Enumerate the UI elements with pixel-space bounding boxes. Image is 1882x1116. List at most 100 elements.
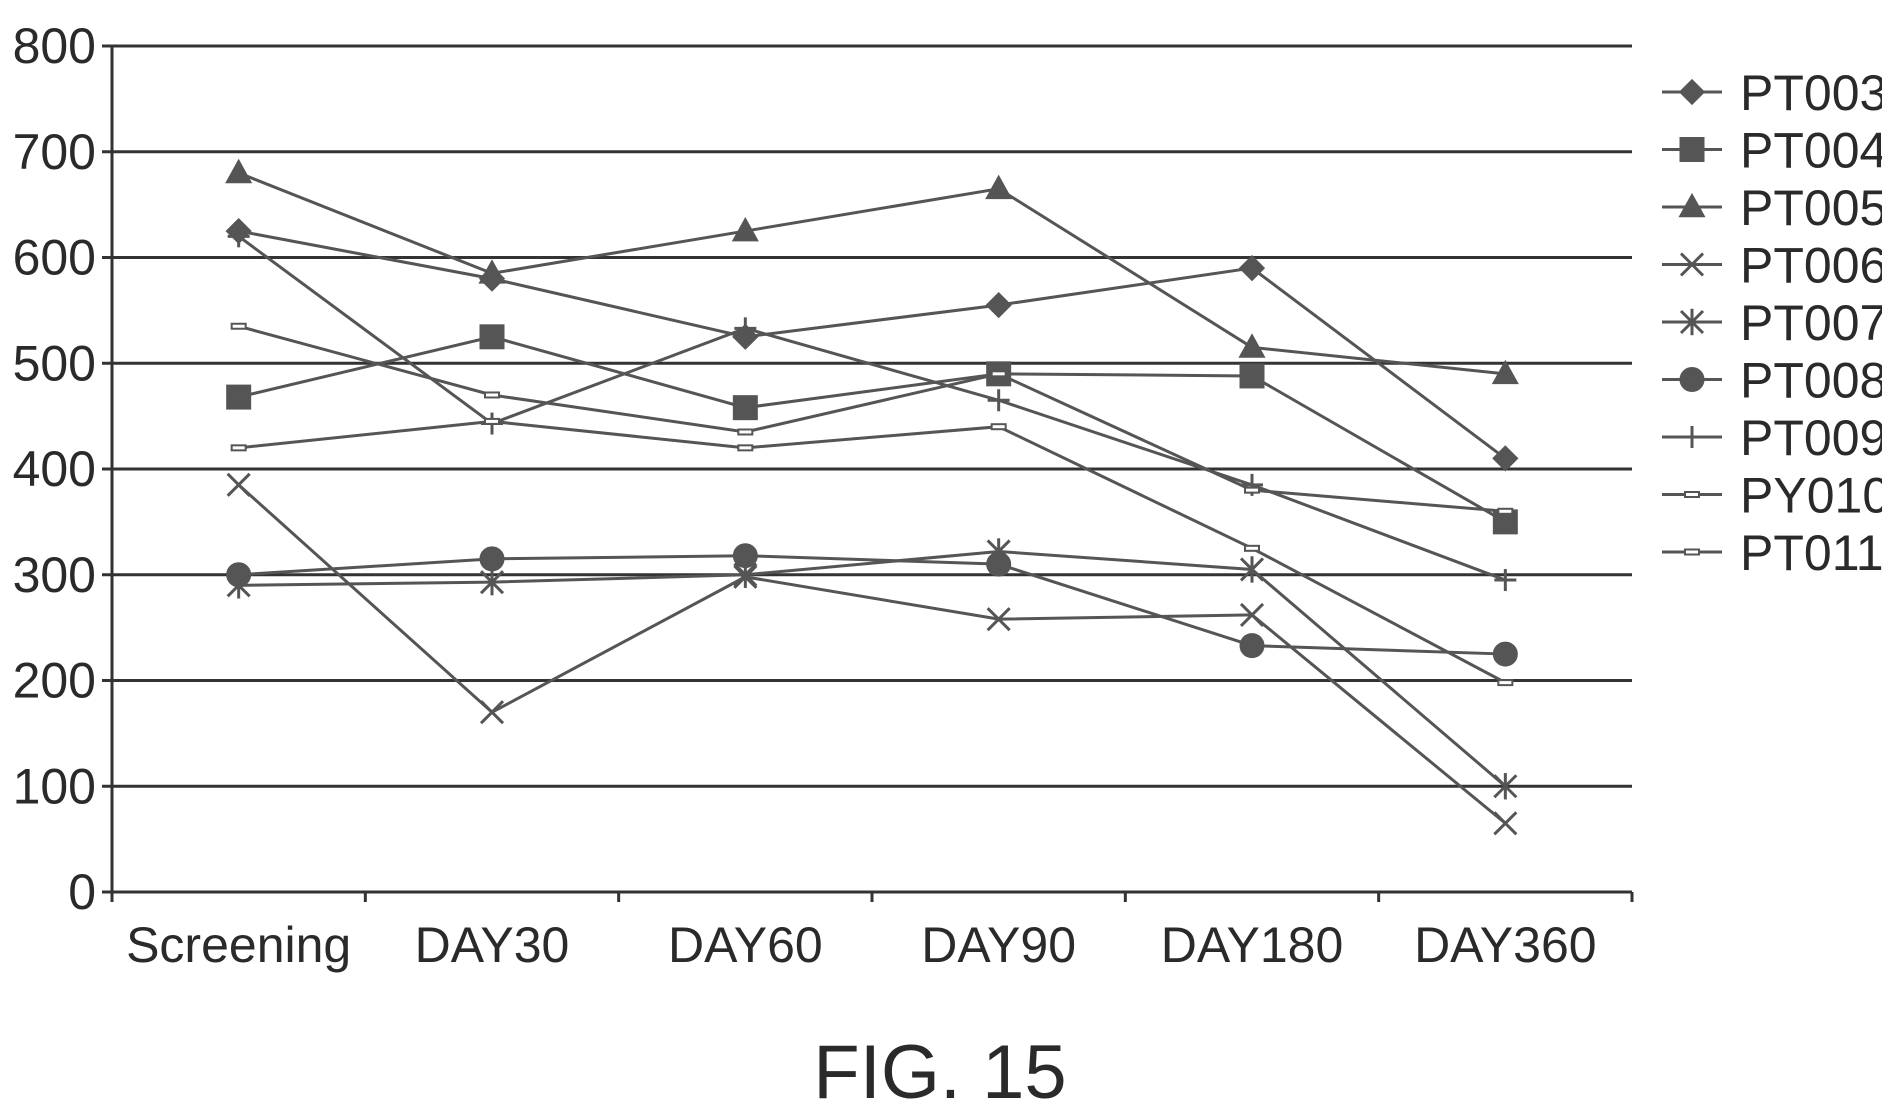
data-point-pt011 xyxy=(737,444,754,452)
data-point-pt006 xyxy=(479,700,505,725)
x-tick-label: Screening xyxy=(126,917,351,973)
data-point-pt006 xyxy=(1493,811,1518,836)
legend-label: PT007 xyxy=(1740,295,1882,351)
series-line-pt006 xyxy=(237,483,1507,825)
legend-label: PT011 xyxy=(1740,525,1882,581)
series-line-pt003 xyxy=(238,229,1507,460)
data-point-pt009 xyxy=(734,317,757,340)
data-point-pt007 xyxy=(479,568,505,596)
series-line-pt008 xyxy=(238,554,1506,656)
data-point-pt007 xyxy=(1239,556,1265,583)
data-point-pt006 xyxy=(1239,602,1265,627)
series-line-pt009 xyxy=(237,235,1506,582)
data-point-pt004 xyxy=(479,324,505,350)
data-point-pt004 xyxy=(226,384,252,410)
series-pt007 xyxy=(226,538,1518,800)
legend-marker xyxy=(1678,192,1706,218)
legend-marker xyxy=(1679,137,1705,162)
legend-marker xyxy=(1679,367,1705,392)
x-tick-label: DAY180 xyxy=(1161,917,1344,973)
legend-item-pt006: PT006 xyxy=(1662,238,1882,294)
legend-item-pt004: PT004 xyxy=(1662,123,1882,179)
legend-label: PT004 xyxy=(1740,123,1882,179)
data-point-pt011 xyxy=(484,417,500,425)
legend-marker xyxy=(1681,426,1703,448)
x-stroke xyxy=(479,700,505,725)
data-point-pt008 xyxy=(732,543,758,569)
data-point-pt005 xyxy=(1491,359,1519,385)
series-lines xyxy=(225,158,1519,836)
data-point-pt005 xyxy=(225,158,253,184)
data-point-pt005 xyxy=(1238,333,1266,358)
data-point-pt007 xyxy=(1493,773,1518,800)
legend: PT003PT004PT005PT006PT007PT008PT009PY010… xyxy=(1662,65,1882,581)
data-point-pt005 xyxy=(731,216,759,242)
data-point-pt006 xyxy=(226,472,251,497)
series-line-pt007 xyxy=(238,549,1507,788)
data-point-pt006 xyxy=(986,607,1011,632)
data-point-py010 xyxy=(1497,507,1514,515)
legend-item-pt007: PT007 xyxy=(1662,295,1882,351)
data-point-pt009 xyxy=(227,225,250,248)
series-line-py010 xyxy=(238,324,1506,513)
series-pt006 xyxy=(226,472,1518,836)
series-pt008 xyxy=(226,543,1518,667)
legend-label: PT008 xyxy=(1740,353,1882,409)
data-point-pt011 xyxy=(230,444,247,452)
legend-marker xyxy=(1684,548,1700,556)
legend-label: PT009 xyxy=(1740,410,1882,466)
data-point-py010 xyxy=(1244,486,1260,494)
data-point-pt011 xyxy=(990,423,1007,431)
legend-item-pt005: PT005 xyxy=(1662,180,1882,236)
y-tick-label: 0 xyxy=(68,864,96,920)
legend-label: PT003 xyxy=(1740,65,1882,121)
series-line-pt011 xyxy=(238,419,1507,684)
y-tick-label: 200 xyxy=(13,653,96,709)
data-point-pt009 xyxy=(1494,569,1517,592)
data-point-pt003 xyxy=(1492,445,1519,472)
data-point-py010 xyxy=(230,322,247,330)
data-point-pt009 xyxy=(987,389,1010,412)
data-point-py010 xyxy=(737,428,754,436)
series-line-pt004 xyxy=(238,335,1507,524)
y-tick-label: 800 xyxy=(13,18,96,74)
legend-marker xyxy=(1679,308,1705,336)
series-line-pt005 xyxy=(238,171,1506,376)
data-point-pt011 xyxy=(1244,544,1260,552)
data-point-pt004 xyxy=(1239,363,1265,389)
x-stroke xyxy=(1679,252,1705,277)
x-stroke xyxy=(226,472,251,497)
axes: 0 100 200 300 400 500 600 700 800 Screening DAY30 D… xyxy=(13,18,1634,973)
x-stroke xyxy=(1239,602,1265,627)
data-point-pt005 xyxy=(478,259,506,284)
legend-marker xyxy=(1678,78,1706,106)
data-point-pt008 xyxy=(479,546,505,572)
data-point-pt003 xyxy=(985,291,1012,319)
legend-marker xyxy=(1679,252,1705,277)
series-py010 xyxy=(230,322,1514,515)
data-point-pt004 xyxy=(732,395,758,421)
legend-marker xyxy=(1684,491,1700,498)
y-tick-label: 300 xyxy=(13,547,96,603)
gridlines xyxy=(112,44,1632,788)
data-point-pt011 xyxy=(1497,679,1514,687)
data-point-py010 xyxy=(484,391,500,399)
y-tick-label: 400 xyxy=(13,441,96,497)
y-tick-label: 700 xyxy=(13,124,96,180)
series-pt004 xyxy=(226,324,1518,535)
x-stroke xyxy=(1493,811,1518,836)
data-point-pt008 xyxy=(1239,633,1265,659)
legend-label: PY010 xyxy=(1740,468,1882,524)
x-tick-label: DAY90 xyxy=(921,917,1076,973)
x-stroke xyxy=(986,607,1011,632)
legend-label: PT005 xyxy=(1740,180,1882,236)
legend-label: PT006 xyxy=(1740,238,1882,294)
legend-item-pt008: PT008 xyxy=(1662,353,1882,409)
x-tick-label: DAY60 xyxy=(668,917,823,973)
series-pt005 xyxy=(225,158,1519,385)
series-pt009 xyxy=(227,225,1517,592)
legend-item-pt011: PT011 xyxy=(1662,525,1882,581)
figure-caption: FIG. 15 xyxy=(813,1030,1066,1115)
